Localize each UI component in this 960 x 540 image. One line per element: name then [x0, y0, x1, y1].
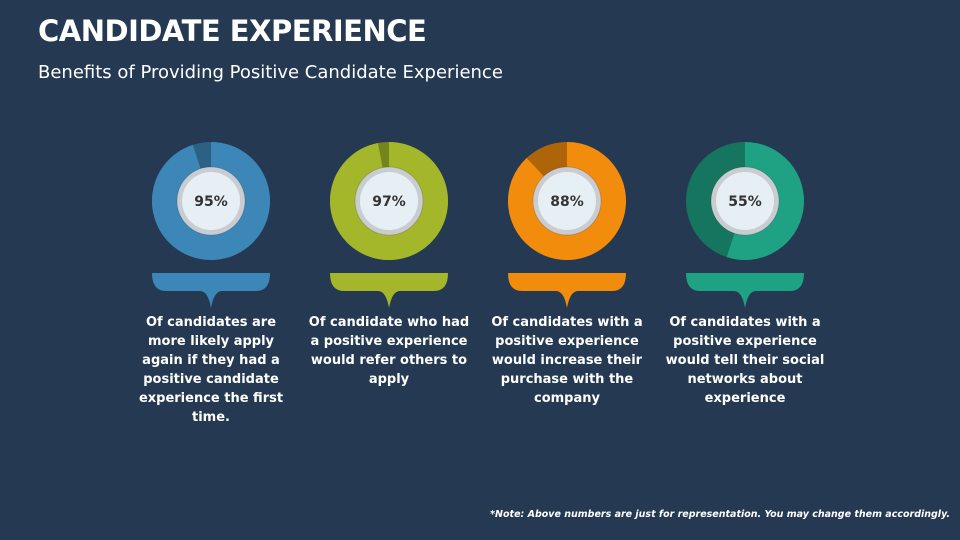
donut-hole — [182, 172, 240, 230]
donut-hole — [538, 172, 596, 230]
callout — [508, 273, 626, 308]
description: Of candidates with a positive experience… — [491, 315, 643, 406]
note: *Note: Above numbers are just for repres… — [490, 509, 950, 520]
callout — [152, 273, 270, 308]
callout — [330, 273, 448, 308]
value-label: 95% — [194, 194, 228, 210]
callout — [686, 273, 804, 308]
subtitle: Benefits of Providing Positive Candidate… — [38, 62, 503, 83]
title: CANDIDATE EXPERIENCE — [38, 14, 427, 48]
value-label: 55% — [728, 194, 762, 210]
description: Of candidate who had a positive experien… — [308, 315, 470, 387]
value-label: 97% — [372, 194, 406, 210]
description: Of candidates are more likely apply agai… — [138, 315, 284, 425]
description: Of candidates with a positive experience… — [665, 315, 825, 406]
value-label: 88% — [550, 194, 584, 210]
donut-hole — [360, 172, 418, 230]
donut-hole — [716, 172, 774, 230]
